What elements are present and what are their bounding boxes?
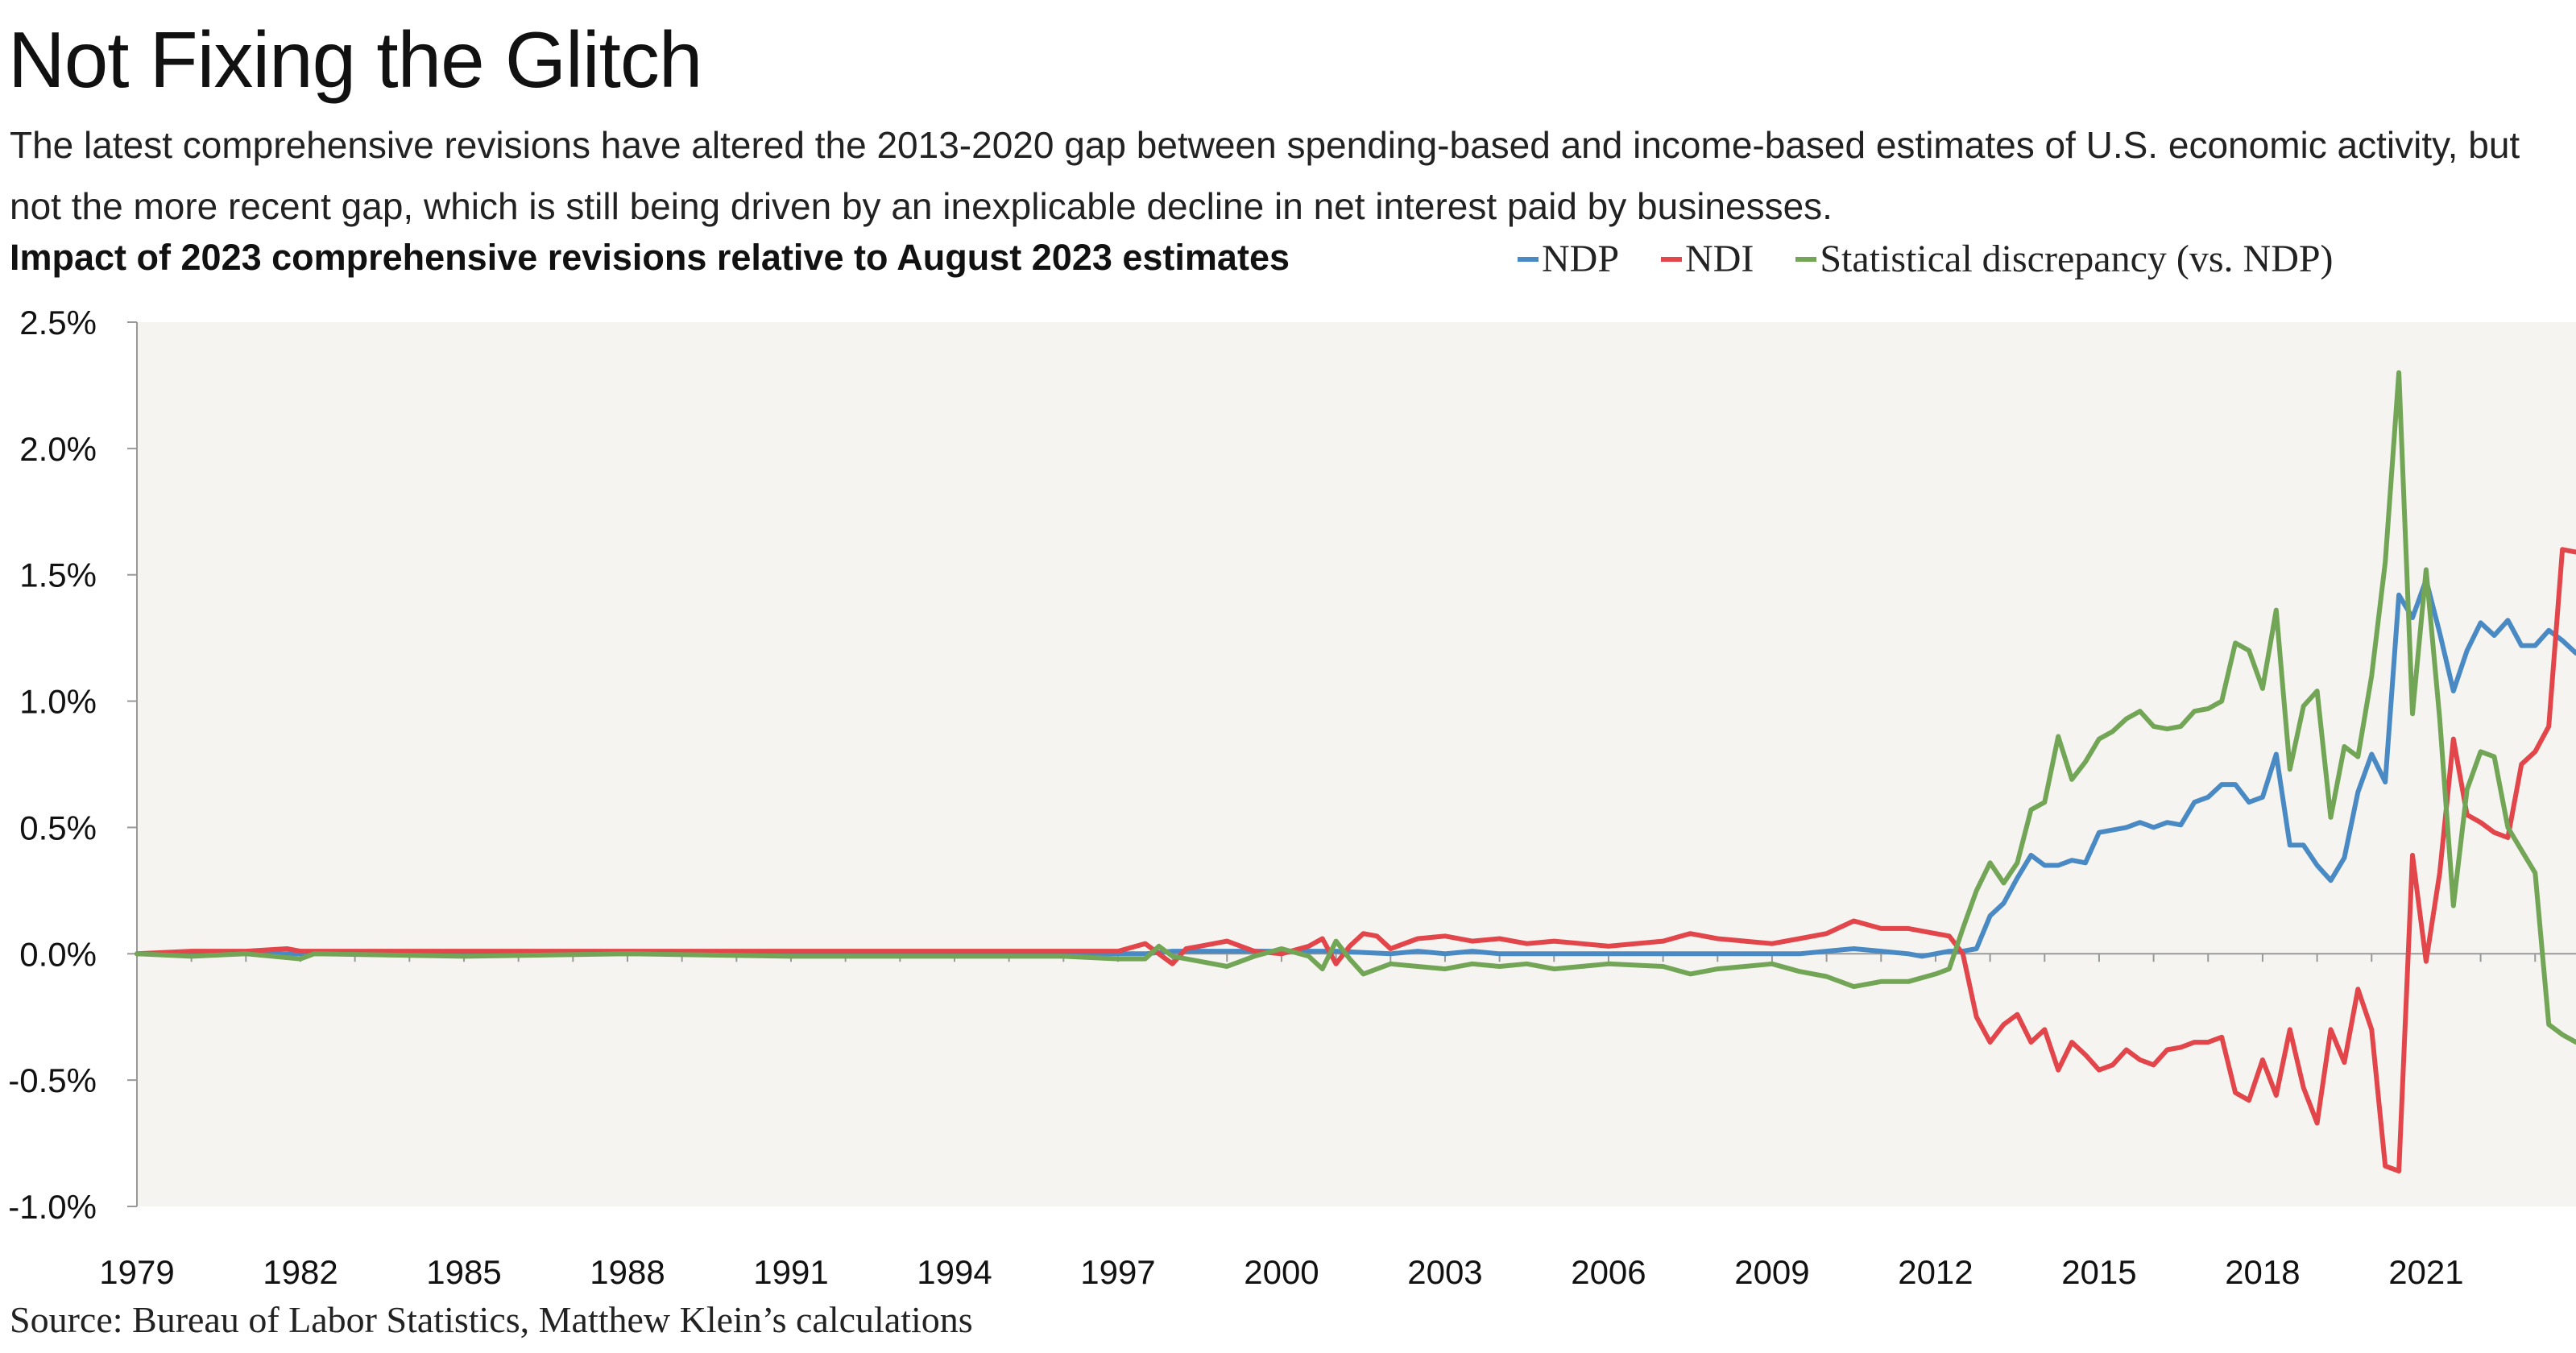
x-tick-label: 1994: [917, 1253, 992, 1291]
y-tick-label: -0.5%: [8, 1061, 97, 1099]
y-axis: -1.0% -0.5% 0.0% 0.5% 1.0% 1.5% 2.0% 2.5%: [8, 304, 138, 1226]
x-axis: 1979 1982 1985 1988 1991 1994 1997 2000 2003 2006…: [99, 953, 2576, 1291]
x-tick-label: 2012: [1898, 1253, 1973, 1291]
legend-swatch-ndi: [1661, 257, 1683, 262]
y-tick-label: -1.0%: [8, 1188, 97, 1226]
x-tick-label: 1988: [590, 1253, 665, 1291]
x-tick-label: 1997: [1080, 1253, 1155, 1291]
y-tick-label: 0.0%: [19, 935, 97, 973]
source-note: Source: Bureau of Labor Statistics, Matt…: [10, 1299, 973, 1340]
y-tick-label: 1.5%: [19, 557, 97, 594]
series-line-discrepancy: [135, 370, 2576, 1045]
chart-title: Not Fixing the Glitch: [8, 15, 702, 104]
x-tick-label: 2021: [2388, 1253, 2463, 1291]
x-tick-label: 2015: [2061, 1253, 2136, 1291]
legend-label-ndp: NDP: [1542, 238, 1620, 280]
chart-subtitle: The latest comprehensive revisions have …: [10, 124, 2520, 227]
x-tick-label: 2018: [2225, 1253, 2300, 1291]
legend-item-discrepancy: Statistical discrepancy (vs. NDP): [1795, 237, 2334, 281]
x-tick-label: 2006: [1571, 1253, 1646, 1291]
y-tick-label: 1.0%: [19, 683, 97, 721]
legend-item-ndp: NDP: [1518, 237, 1619, 281]
legend-swatch-ndp: [1518, 257, 1539, 262]
legend: NDP NDI Statistical discrepancy (vs. NDP…: [1518, 237, 2334, 281]
series-layer: [135, 370, 2576, 1174]
x-tick-label: 1991: [753, 1253, 828, 1291]
x-tick-label: 1982: [263, 1253, 338, 1291]
y-tick-label: 2.5%: [19, 304, 97, 341]
x-tick-label: 2009: [1734, 1253, 1809, 1291]
x-tick-label: 2003: [1407, 1253, 1482, 1291]
legend-swatch-discrepancy: [1795, 257, 1817, 262]
legend-label-discrepancy: Statistical discrepancy (vs. NDP): [1820, 238, 2334, 280]
y-tick-label: 2.0%: [19, 430, 97, 468]
y-tick-label: 0.5%: [19, 809, 97, 846]
plot-background: [137, 322, 2576, 1206]
x-tick-label: 1985: [426, 1253, 501, 1291]
x-tick-label: 2000: [1244, 1253, 1319, 1291]
series-line-ndp: [135, 577, 2576, 959]
chart-heading: Impact of 2023 comprehensive revisions r…: [10, 237, 1290, 278]
x-tick-label: 1979: [99, 1253, 174, 1291]
legend-item-ndi: NDI: [1661, 237, 1754, 281]
legend-label-ndi: NDI: [1685, 238, 1754, 280]
